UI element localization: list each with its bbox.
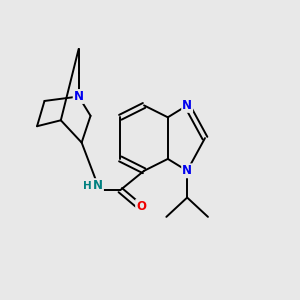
Text: N: N [93, 179, 103, 192]
Text: H: H [82, 181, 91, 191]
Text: N: N [182, 164, 192, 177]
Text: N: N [182, 99, 192, 112]
Text: N: N [74, 90, 84, 103]
Text: O: O [136, 200, 146, 213]
